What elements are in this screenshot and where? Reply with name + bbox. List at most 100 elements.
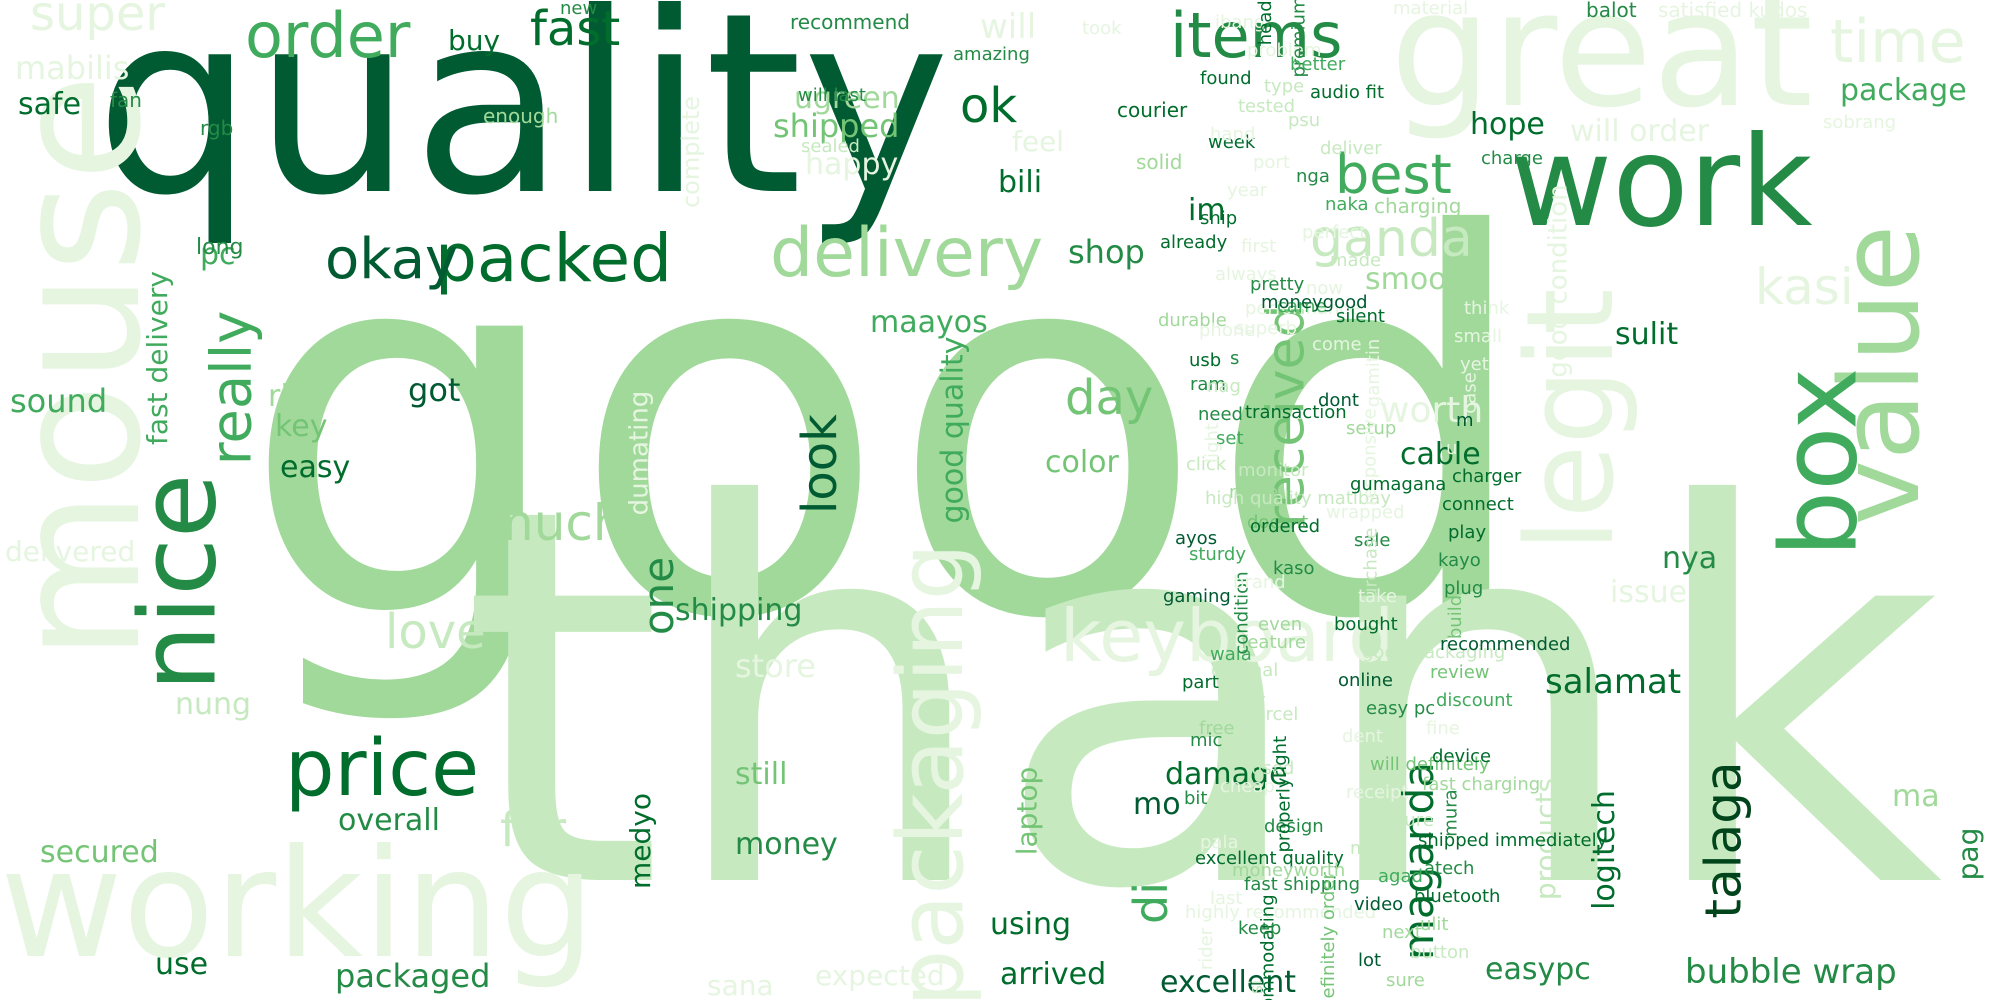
word: dont [1318, 390, 1359, 411]
word: wala [1210, 644, 1252, 665]
word: nga [1296, 166, 1330, 187]
word: delivered [5, 535, 136, 568]
word: mic [1190, 730, 1223, 751]
word: good [240, 127, 1537, 733]
word: maayos [870, 305, 988, 340]
word: ulit [1420, 914, 1449, 935]
word: original [1211, 660, 1279, 681]
word: rider [1196, 927, 1218, 971]
word: review [1430, 662, 1490, 683]
word: im [1188, 193, 1226, 228]
word: super [30, 0, 166, 42]
word: rin [268, 379, 308, 414]
word: port [1253, 152, 1290, 173]
word: bluetooth [1414, 886, 1501, 907]
word: transaction [1245, 402, 1347, 423]
word: always [1215, 264, 1277, 285]
word: bought [1334, 614, 1398, 635]
word: easy pc [1366, 698, 1436, 719]
word: sulit [1615, 317, 1679, 352]
word: key [275, 409, 328, 444]
word: pala [1200, 832, 1239, 853]
word: time [1830, 7, 1966, 77]
word: superb [1235, 318, 1298, 339]
word: naka [1325, 194, 1369, 215]
word: usb [1189, 350, 1222, 371]
word: working [0, 818, 595, 992]
word: make [1229, 482, 1279, 503]
word: worth [1380, 390, 1484, 431]
word: case [1459, 372, 1481, 414]
word: packaging [878, 543, 984, 1000]
word: damage [1165, 757, 1288, 792]
word: took [1082, 18, 1122, 39]
word: s [1230, 348, 1240, 369]
word: sobrang [1823, 112, 1897, 133]
word: okay [325, 227, 459, 292]
word: design [1264, 816, 1324, 837]
word: online [1338, 670, 1393, 691]
word: fan [110, 88, 142, 112]
word: connect [1442, 494, 1514, 515]
word: easypc [1485, 952, 1591, 987]
word: light [1201, 423, 1223, 463]
word: star [1230, 690, 1265, 711]
word: solid [1136, 150, 1183, 174]
word: nice [117, 473, 240, 692]
word: amazing [953, 44, 1030, 65]
word: kasi [1755, 258, 1854, 316]
word: kayo [1438, 550, 1481, 571]
word: look [791, 414, 848, 514]
word: thank [460, 397, 1943, 1000]
word: wrapped [1326, 502, 1405, 523]
word: talaga [1694, 761, 1753, 919]
word: really [199, 310, 265, 466]
word: kaso [1273, 558, 1315, 579]
word: take [1358, 586, 1397, 607]
word: high quality matibay [1205, 488, 1391, 509]
word: secure [1374, 810, 1434, 831]
word: satisfied kudos [1658, 0, 1808, 22]
word: salamat [1545, 662, 1682, 702]
word: performance [1245, 298, 1361, 319]
word: used [1251, 758, 1295, 779]
word: properly [1273, 777, 1295, 853]
word: better [1290, 54, 1346, 75]
word: pag [1951, 827, 1985, 881]
word: si [1246, 979, 1268, 995]
word: doesnt [1247, 512, 1309, 533]
word: mag [1350, 838, 1390, 859]
word: monitor [1238, 460, 1309, 481]
word: order [245, 0, 411, 72]
word: fast charging [1422, 774, 1541, 795]
word: will last [798, 85, 866, 106]
word: keep [1238, 918, 1282, 939]
word: nung [175, 687, 252, 722]
word: come [1312, 334, 1362, 355]
word: love [385, 604, 486, 660]
word: hope [1470, 107, 1545, 142]
word: feel [1012, 125, 1065, 158]
word: plug [1444, 578, 1484, 599]
word: quality [95, 0, 951, 250]
word: bit [1184, 788, 1208, 809]
word: far [500, 802, 567, 858]
word: recommended [1440, 634, 1571, 655]
word: came [1277, 296, 1327, 317]
word: type [1264, 76, 1305, 97]
word: button [1410, 942, 1470, 963]
word: atech [1424, 858, 1475, 879]
word: dumating [624, 390, 655, 516]
word: good condition [1543, 184, 1574, 378]
word: package [1840, 73, 1967, 108]
word: nya [1662, 541, 1718, 576]
word: fast delivery [140, 271, 174, 445]
word: setup [1346, 418, 1397, 439]
word: problem [1247, 40, 1322, 61]
word: using [990, 907, 1072, 942]
word: sealed [801, 136, 860, 157]
word: dent [1342, 726, 1383, 747]
word: play [1448, 522, 1487, 543]
word: brand [1233, 572, 1286, 593]
